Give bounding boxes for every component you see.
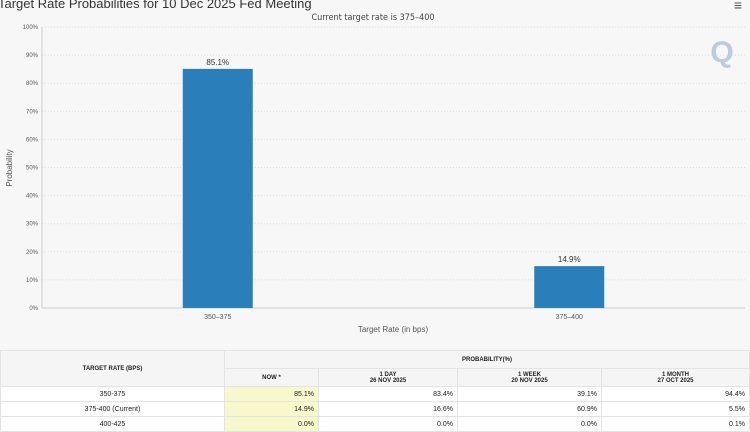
probability-cell: 0.0% <box>318 416 458 432</box>
data-label: 85.1% <box>206 58 229 67</box>
col-1month: 1 MONTH 27 OCT 2025 <box>601 368 750 387</box>
probability-cell: 0.1% <box>601 416 750 432</box>
probability-cell: 14.9% <box>224 401 319 417</box>
y-tick-label: 30% <box>26 222 39 228</box>
bar <box>182 68 253 308</box>
table-row: 400-425 0.0% 0.0% 0.0% 0.1% <box>0 416 750 432</box>
probability-table: TARGET RATE (BPS) PROBABILITY(%) NOW * 1… <box>0 350 750 432</box>
x-tick-label: 350–375 <box>204 314 231 321</box>
y-tick-label: 50% <box>26 166 39 172</box>
col-header-rate: TARGET RATE (BPS) <box>0 350 225 387</box>
bar-chart: Current target rate is 375–400 0% 10% 20% 30… <box>5 13 745 334</box>
col-1week: 1 WEEK 20 NOV 2025 <box>457 368 602 387</box>
y-tick-label: 10% <box>26 278 39 284</box>
probability-cell: 83.4% <box>318 386 458 402</box>
probability-cell: 94.4% <box>601 386 750 402</box>
x-tick-label: 375–400 <box>556 314 583 321</box>
col-now: NOW * <box>224 368 319 387</box>
col-1day: 1 DAY 26 NOV 2025 <box>318 368 458 387</box>
hamburger-icon[interactable]: ≡ <box>733 0 742 13</box>
bar <box>534 266 605 308</box>
x-axis-title: Target Rate (in bps) <box>358 325 429 334</box>
chart-subtitle: Current target rate is 375–400 <box>311 13 434 23</box>
probability-cell: 60.9% <box>457 401 602 417</box>
rate-cell: 400-425 <box>0 416 225 432</box>
y-tick-label: 40% <box>26 194 39 200</box>
y-tick-label: 60% <box>26 137 39 143</box>
table-row: 375-400 (Current) 14.9% 16.6% 60.9% 5.5% <box>0 401 750 417</box>
probability-cell: 0.0% <box>224 416 319 432</box>
logo-watermark-icon: Q <box>710 36 733 69</box>
y-axis-title: Probability <box>5 149 14 186</box>
group-header: PROBABILITY(%) <box>224 350 750 369</box>
data-label: 14.9% <box>558 255 581 264</box>
probability-cell: 16.6% <box>318 401 458 417</box>
chart-title: Target Rate Probabilities for 10 Dec 202… <box>0 0 312 11</box>
probability-cell: 0.0% <box>457 416 602 432</box>
y-tick-label: 100% <box>23 25 39 31</box>
rate-cell: 375-400 (Current) <box>0 401 225 417</box>
probability-cell: 39.1% <box>457 386 602 402</box>
y-tick-label: 80% <box>26 81 39 87</box>
probability-cell: 85.1% <box>224 386 319 402</box>
rate-cell: 350-375 <box>0 386 225 402</box>
table-row: 350-375 85.1% 83.4% 39.1% 94.4% <box>0 386 750 402</box>
y-tick-label: 90% <box>26 53 39 59</box>
y-tick-label: 20% <box>26 250 39 256</box>
probability-cell: 5.5% <box>601 401 750 417</box>
y-tick-label: 70% <box>26 109 39 115</box>
y-tick-label: 0% <box>29 306 38 312</box>
